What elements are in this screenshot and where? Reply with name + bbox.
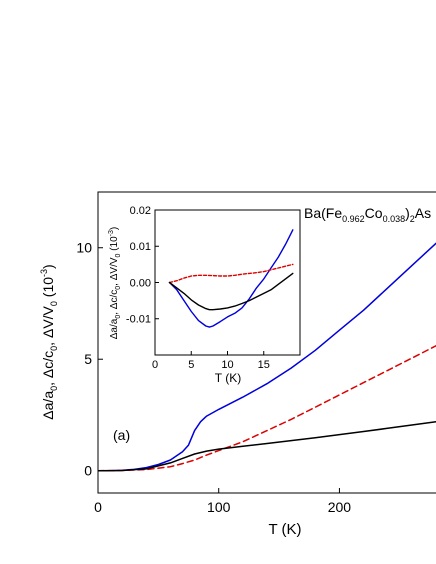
- inset-series-blue-line: [168, 229, 294, 328]
- x-tick-label-0: 0: [152, 359, 158, 371]
- y-tick-label-0: 0: [84, 463, 92, 479]
- x-axis-label: T (K): [268, 521, 301, 538]
- inset-x-axis-label: T (K): [215, 371, 241, 385]
- x-tick-label-3: 15: [258, 359, 270, 371]
- compound-annotation: Ba(Fe0.962Co0.038)2As: [304, 205, 431, 224]
- y-tick-label-1: 5: [84, 351, 92, 367]
- y-axis-label: Δa/a0, Δc/c0, ΔV/V0 (10-3): [39, 264, 59, 419]
- inset-series-red-line: [168, 263, 294, 284]
- y-tick-label-2: 10: [76, 240, 92, 256]
- inset-tick-labels: 0 5 10 15 -0.01 0.00 0.01 0.02: [126, 205, 270, 371]
- y-tick-label-1: 0.00: [130, 277, 151, 289]
- x-tick-label-2: 200: [328, 499, 352, 515]
- inset-ticks: [154, 209, 265, 355]
- x-tick-label-1: 5: [188, 359, 194, 371]
- main-series-black-line: [98, 420, 436, 472]
- inset-axes-frame: [154, 209, 301, 356]
- inset-y-axis-label: Δa/a0, Δc/c0, ΔV/V0 (10-3): [108, 227, 122, 340]
- inset-series-black-line: [168, 272, 294, 311]
- y-tick-label-2: 0.01: [130, 241, 151, 253]
- main-axes-frame: [97, 191, 436, 494]
- x-tick-label-1: 100: [207, 499, 231, 515]
- y-tick-label-0: -0.01: [126, 314, 151, 326]
- y-tick-label-3: 0.02: [130, 205, 151, 217]
- inset-series: [168, 229, 294, 328]
- main-series-red-line: [98, 345, 436, 472]
- main-series-blue-line: [98, 242, 436, 472]
- panel-label: (a): [113, 427, 130, 443]
- inset-plot: 0 5 10 15 -0.01 0.00 0.01 0.02 T (K) Δa/a0, Δc/…: [108, 205, 301, 385]
- x-tick-label-0: 0: [94, 499, 102, 515]
- main-series: [98, 242, 436, 472]
- x-tick-label-2: 10: [221, 359, 233, 371]
